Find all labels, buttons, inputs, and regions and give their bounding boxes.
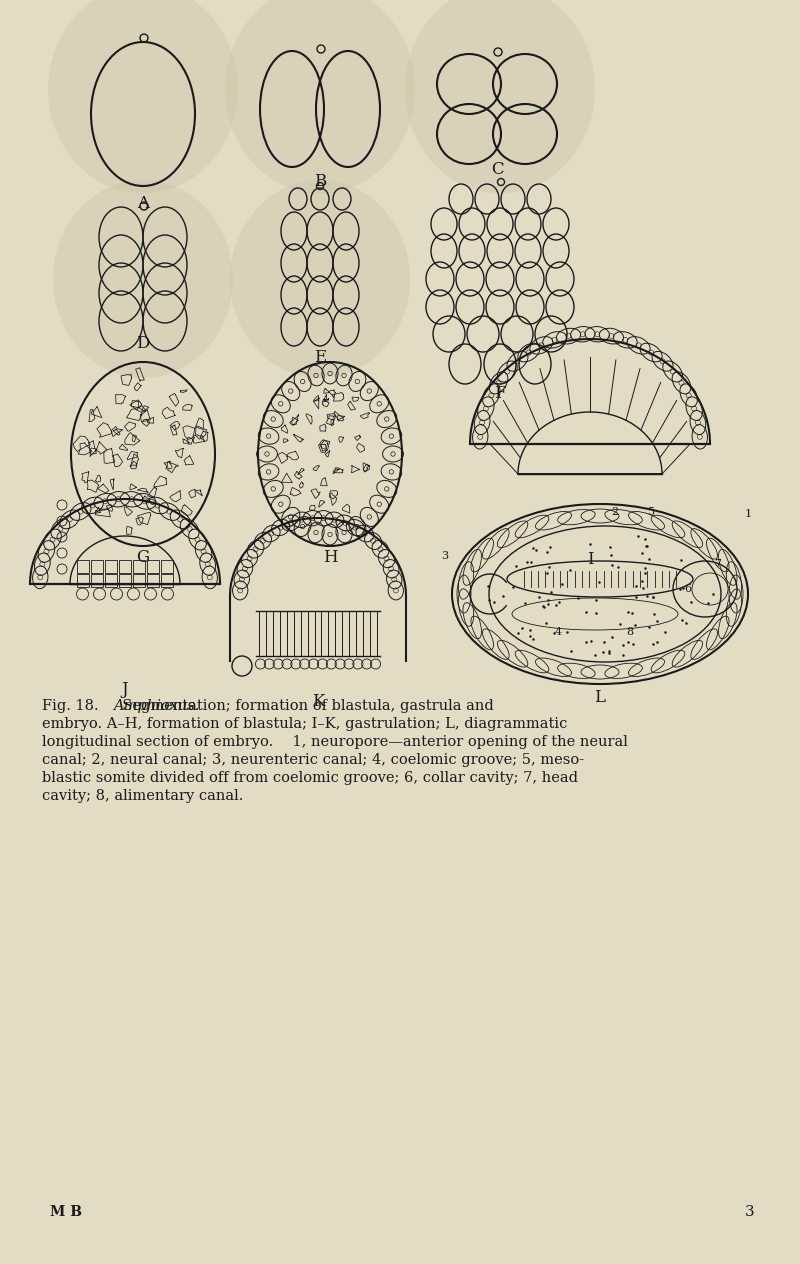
Bar	[133, 574, 145, 586]
Text: longitudinal section of embryo.  1, neuropore—anterior opening of the neural: longitudinal section of embryo. 1, neuro…	[42, 734, 628, 750]
Text: 3: 3	[442, 551, 449, 561]
Text: M B: M B	[50, 1205, 82, 1218]
Bar	[147, 574, 159, 586]
Ellipse shape	[230, 179, 410, 378]
Text: D: D	[136, 335, 150, 353]
Text: canal; 2, neural canal; 3, neurenteric canal; 4, coelomic groove; 5, meso-: canal; 2, neural canal; 3, neurenteric c…	[42, 753, 584, 767]
Text: B: B	[314, 172, 326, 190]
Bar	[77, 560, 89, 573]
Bar	[133, 560, 145, 573]
Text: L: L	[594, 689, 606, 705]
Text: K: K	[312, 693, 324, 709]
Text: H: H	[322, 549, 338, 565]
Text: blastic somite divided off from coelomic groove; 6, collar cavity; 7, head: blastic somite divided off from coelomic…	[42, 771, 578, 785]
Text: 2: 2	[611, 507, 618, 517]
Text: Fig. 18.: Fig. 18.	[42, 699, 98, 713]
Text: C: C	[490, 161, 503, 177]
Text: 8: 8	[626, 627, 634, 637]
Text: cavity; 8, alimentary canal.: cavity; 8, alimentary canal.	[42, 789, 243, 803]
Bar	[77, 574, 89, 586]
Text: G: G	[137, 549, 150, 565]
Bar	[161, 560, 173, 573]
Text: F: F	[494, 386, 506, 402]
Bar	[105, 574, 117, 586]
Text: E: E	[314, 349, 326, 365]
Text: Amphioxus.: Amphioxus.	[113, 699, 199, 713]
Bar	[161, 574, 173, 586]
Bar	[91, 560, 103, 573]
Text: 7: 7	[714, 559, 722, 569]
Text: J: J	[122, 680, 128, 698]
Text: 5: 5	[649, 507, 655, 517]
Text: embryo. A–H, formation of blastula; I–K, gastrulation; L, diagrammatic: embryo. A–H, formation of blastula; I–K,…	[42, 717, 567, 731]
Text: Segmentation; formation of blastula, gastrula and: Segmentation; formation of blastula, gas…	[113, 699, 494, 713]
Bar	[119, 560, 131, 573]
Text: A: A	[137, 196, 149, 212]
Text: I: I	[586, 551, 594, 568]
Text: 1: 1	[745, 509, 751, 520]
Ellipse shape	[48, 0, 238, 193]
Bar	[147, 560, 159, 573]
Ellipse shape	[53, 179, 233, 378]
Text: 6: 6	[685, 584, 691, 594]
Text: 3: 3	[746, 1205, 755, 1218]
Ellipse shape	[405, 0, 595, 193]
Text: 4: 4	[554, 627, 562, 637]
Bar	[105, 560, 117, 573]
Ellipse shape	[225, 0, 415, 193]
Bar	[119, 574, 131, 586]
Bar	[91, 574, 103, 586]
